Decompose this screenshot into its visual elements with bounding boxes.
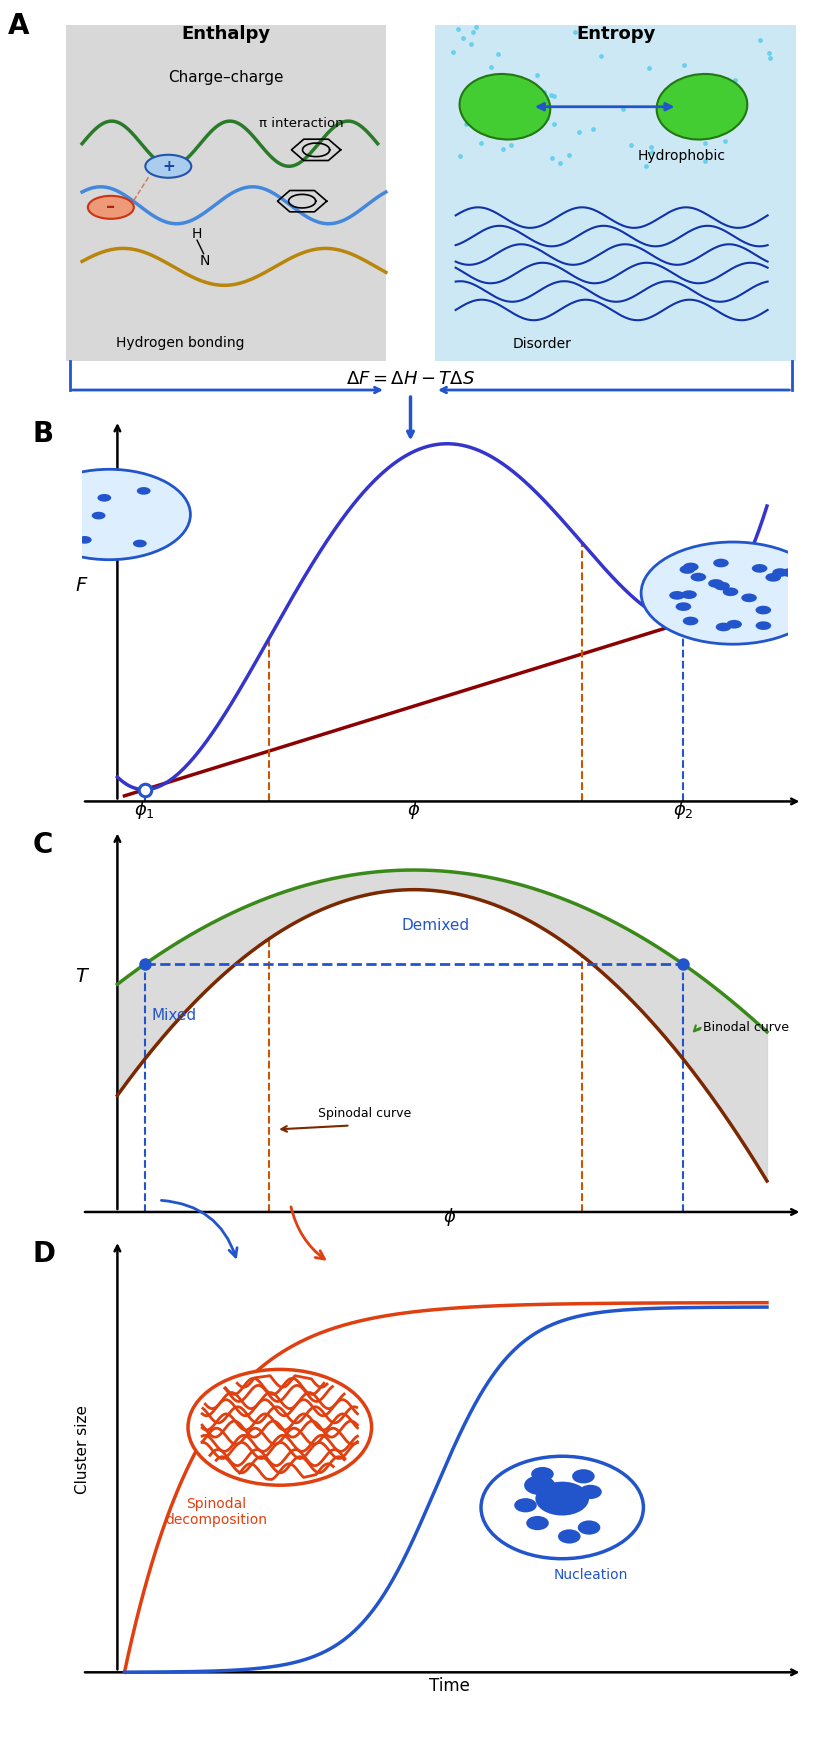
Circle shape	[676, 603, 691, 611]
Circle shape	[669, 590, 685, 599]
Ellipse shape	[460, 73, 550, 140]
Circle shape	[558, 1529, 580, 1544]
Text: Nucleation: Nucleation	[553, 1567, 627, 1581]
Text: Demixed: Demixed	[401, 917, 469, 933]
Circle shape	[773, 568, 788, 577]
Circle shape	[578, 1520, 600, 1534]
Text: N: N	[200, 253, 210, 267]
Text: A: A	[8, 12, 30, 40]
Circle shape	[755, 622, 771, 631]
Text: $F$: $F$	[76, 577, 89, 594]
Text: Spinodal curve: Spinodal curve	[318, 1108, 411, 1120]
Circle shape	[514, 1499, 537, 1513]
Circle shape	[765, 573, 781, 582]
Circle shape	[28, 470, 190, 559]
Circle shape	[531, 1467, 553, 1481]
Text: D: D	[33, 1240, 56, 1268]
Circle shape	[716, 622, 732, 631]
Circle shape	[579, 1485, 602, 1499]
Circle shape	[535, 1481, 589, 1515]
Circle shape	[709, 578, 724, 587]
Circle shape	[755, 606, 771, 615]
Text: Entropy: Entropy	[576, 24, 655, 42]
Circle shape	[683, 563, 699, 571]
Circle shape	[714, 582, 730, 590]
Circle shape	[752, 564, 768, 573]
Circle shape	[137, 487, 150, 494]
Circle shape	[88, 196, 134, 218]
Circle shape	[741, 594, 757, 603]
Text: Disorder: Disorder	[512, 337, 571, 351]
Text: $T$: $T$	[75, 966, 89, 985]
Text: C: C	[33, 832, 53, 860]
Circle shape	[572, 1469, 594, 1483]
Text: +: +	[162, 159, 175, 173]
Circle shape	[641, 542, 821, 645]
Circle shape	[145, 155, 191, 178]
Circle shape	[78, 536, 92, 543]
Circle shape	[57, 501, 71, 508]
Circle shape	[722, 587, 738, 596]
Circle shape	[133, 540, 147, 547]
Text: Time: Time	[429, 1677, 470, 1695]
Text: Enthalpy: Enthalpy	[181, 24, 270, 42]
Circle shape	[92, 512, 105, 519]
Circle shape	[38, 512, 51, 519]
FancyBboxPatch shape	[66, 24, 386, 362]
Text: B: B	[33, 421, 54, 449]
Circle shape	[526, 1516, 548, 1530]
Circle shape	[713, 559, 729, 568]
Circle shape	[524, 1476, 555, 1495]
Circle shape	[681, 590, 697, 599]
Text: Hydrophobic: Hydrophobic	[637, 148, 726, 162]
Circle shape	[683, 617, 699, 625]
Text: –: –	[106, 199, 116, 217]
Text: $\phi_1$: $\phi_1$	[134, 798, 155, 821]
Circle shape	[481, 1457, 644, 1558]
Text: π interaction: π interaction	[259, 117, 343, 129]
Text: Charge–charge: Charge–charge	[168, 70, 283, 86]
Circle shape	[188, 1370, 372, 1485]
Text: Mixed: Mixed	[151, 1008, 196, 1024]
Text: Spinodal
decomposition: Spinodal decomposition	[165, 1497, 268, 1527]
Text: Binodal curve: Binodal curve	[704, 1020, 790, 1034]
Circle shape	[680, 566, 695, 573]
Circle shape	[782, 568, 797, 577]
Ellipse shape	[657, 73, 747, 140]
Text: Hydrogen bonding: Hydrogen bonding	[117, 335, 245, 349]
Text: $\phi$: $\phi$	[407, 798, 420, 821]
Circle shape	[690, 573, 706, 582]
Text: $\phi$: $\phi$	[443, 1205, 456, 1228]
FancyBboxPatch shape	[435, 24, 796, 362]
Text: $\phi_2$: $\phi_2$	[673, 798, 694, 821]
Text: $\Delta F = \Delta H - T\Delta S$: $\Delta F = \Delta H - T\Delta S$	[346, 370, 475, 388]
Text: Cluster size: Cluster size	[75, 1405, 89, 1494]
Circle shape	[727, 620, 742, 629]
Circle shape	[98, 494, 111, 501]
Text: H: H	[192, 227, 202, 241]
